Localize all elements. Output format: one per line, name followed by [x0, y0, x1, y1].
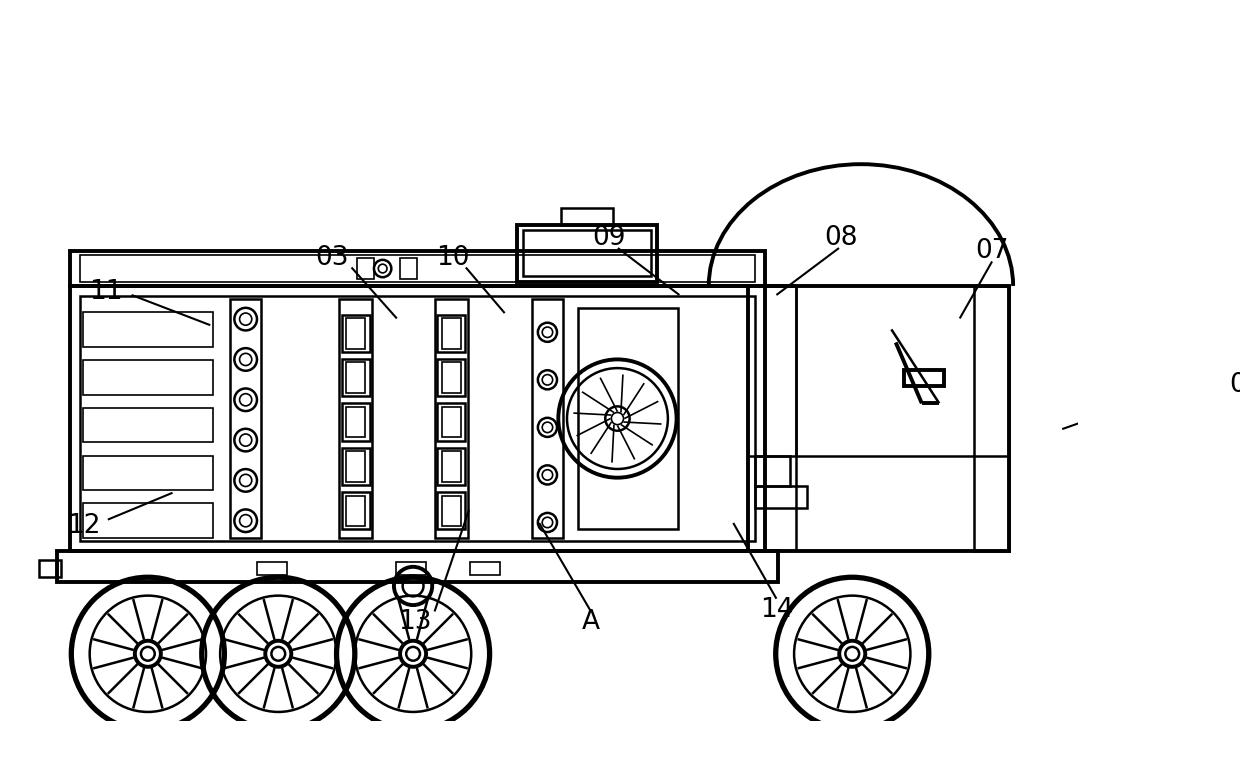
Bar: [441, 496, 461, 526]
Bar: [342, 448, 370, 485]
Bar: [257, 561, 286, 574]
Bar: [357, 258, 374, 279]
Bar: [83, 360, 213, 395]
Bar: [438, 448, 465, 485]
Bar: [81, 296, 755, 540]
Text: 14: 14: [760, 597, 794, 623]
Text: 01: 01: [1229, 372, 1240, 399]
Text: 13: 13: [398, 608, 432, 635]
Text: 08: 08: [825, 225, 858, 251]
Text: A: A: [582, 608, 600, 635]
Bar: [438, 359, 465, 396]
Bar: [470, 561, 500, 574]
Text: 07: 07: [976, 238, 1009, 264]
Bar: [340, 299, 372, 538]
Text: 03: 03: [315, 245, 348, 271]
Bar: [81, 255, 755, 281]
Bar: [231, 299, 260, 538]
Bar: [346, 362, 366, 393]
Bar: [522, 231, 651, 276]
Bar: [83, 456, 213, 490]
Bar: [441, 362, 461, 393]
Bar: [755, 486, 807, 507]
Bar: [560, 207, 613, 225]
Bar: [441, 451, 461, 482]
Bar: [401, 258, 418, 279]
Bar: [342, 315, 370, 352]
Bar: [342, 492, 370, 530]
Bar: [69, 286, 765, 551]
Bar: [57, 551, 779, 581]
Bar: [438, 403, 465, 441]
Text: 09: 09: [593, 225, 626, 251]
Bar: [435, 299, 467, 538]
Text: 11: 11: [89, 278, 123, 305]
Bar: [83, 503, 213, 538]
Bar: [441, 318, 461, 348]
Bar: [973, 286, 1009, 551]
Bar: [396, 561, 427, 574]
Bar: [441, 407, 461, 437]
Bar: [438, 492, 465, 530]
Bar: [904, 370, 944, 386]
Bar: [438, 315, 465, 352]
Bar: [40, 560, 61, 577]
Bar: [342, 359, 370, 396]
Bar: [346, 407, 366, 437]
Bar: [517, 225, 656, 281]
Bar: [755, 456, 790, 486]
Bar: [532, 299, 563, 538]
Bar: [346, 496, 366, 526]
Bar: [346, 318, 366, 348]
Bar: [578, 308, 678, 530]
Bar: [83, 312, 213, 347]
Bar: [69, 251, 765, 286]
Text: 10: 10: [436, 245, 470, 271]
Bar: [748, 286, 1009, 551]
Bar: [342, 403, 370, 441]
Text: 12: 12: [67, 513, 100, 539]
Bar: [83, 408, 213, 443]
Bar: [346, 451, 366, 482]
